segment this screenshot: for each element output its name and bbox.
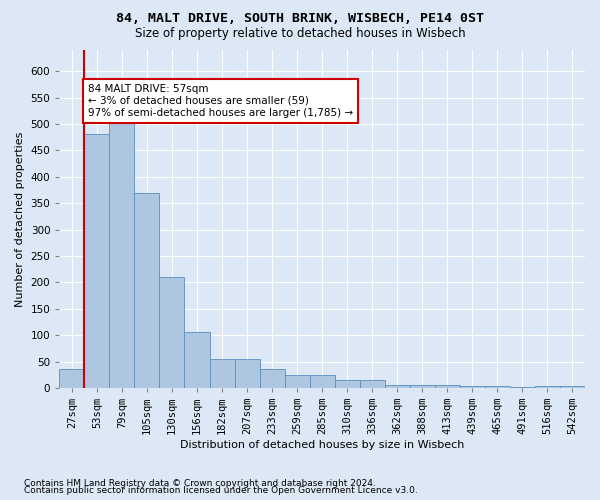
Bar	[435, 386, 460, 388]
Bar	[535, 386, 560, 388]
Text: Contains HM Land Registry data © Crown copyright and database right 2024.: Contains HM Land Registry data © Crown c…	[24, 478, 376, 488]
Bar	[59, 370, 85, 388]
Bar	[560, 386, 585, 388]
Bar	[360, 380, 385, 388]
Bar	[109, 118, 134, 388]
Bar	[485, 386, 510, 388]
Bar	[260, 370, 284, 388]
Bar	[85, 134, 109, 388]
Bar	[134, 192, 160, 388]
Text: 84 MALT DRIVE: 57sqm
← 3% of detached houses are smaller (59)
97% of semi-detach: 84 MALT DRIVE: 57sqm ← 3% of detached ho…	[88, 84, 353, 117]
Bar	[310, 374, 335, 388]
Text: Contains public sector information licensed under the Open Government Licence v3: Contains public sector information licen…	[24, 486, 418, 495]
Bar	[385, 386, 410, 388]
Bar	[160, 277, 184, 388]
Bar	[410, 386, 435, 388]
Bar	[184, 332, 209, 388]
Bar	[335, 380, 360, 388]
Bar	[460, 386, 485, 388]
Bar	[284, 374, 310, 388]
Y-axis label: Number of detached properties: Number of detached properties	[15, 132, 25, 306]
Bar	[235, 359, 260, 388]
Text: Size of property relative to detached houses in Wisbech: Size of property relative to detached ho…	[134, 28, 466, 40]
Text: 84, MALT DRIVE, SOUTH BRINK, WISBECH, PE14 0ST: 84, MALT DRIVE, SOUTH BRINK, WISBECH, PE…	[116, 12, 484, 26]
X-axis label: Distribution of detached houses by size in Wisbech: Distribution of detached houses by size …	[180, 440, 464, 450]
Bar	[209, 359, 235, 388]
